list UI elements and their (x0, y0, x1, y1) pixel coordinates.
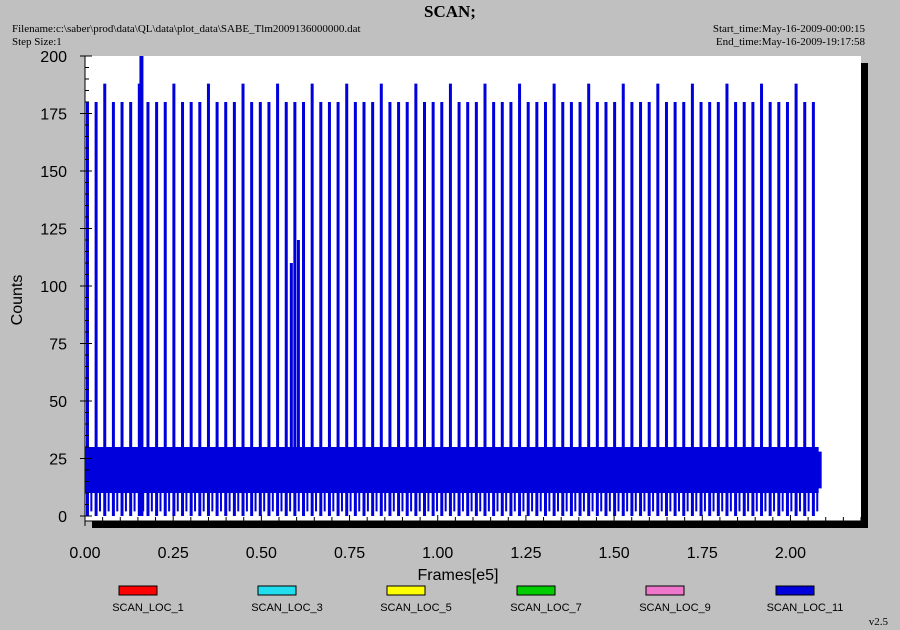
y-axis-label: Counts (9, 275, 26, 326)
legend-swatch (516, 585, 556, 596)
y-tick-label: 150 (40, 164, 67, 181)
start-time-text: Start_time:May-16-2009-00:00:15 (712, 23, 865, 35)
x-tick-label: 0.50 (246, 545, 277, 562)
x-tick-label: 1.25 (510, 545, 541, 562)
y-tick-label: 0 (58, 509, 67, 526)
step-size-text: Step Size:1 (12, 36, 62, 48)
version-label: v2.5 (868, 616, 888, 628)
legend-label: SCAN_LOC_11 (767, 602, 844, 614)
chart-title: SCAN; (424, 2, 476, 21)
end-time-text: End_time:May-16-2009-19:17:58 (715, 36, 865, 48)
x-tick-label: 0.75 (334, 545, 365, 562)
y-tick-label: 125 (40, 222, 67, 239)
series-scan-loc-11 (85, 56, 822, 516)
y-tick-label: 75 (49, 337, 67, 354)
legend-label: SCAN_LOC_1 (112, 602, 184, 614)
y-tick-label: 175 (40, 107, 67, 124)
file-info: Filename:c:\saber\prod\data\QL\data\plot… (12, 23, 361, 49)
x-tick-label: 0.00 (69, 545, 100, 562)
legend-label: SCAN_LOC_7 (510, 602, 582, 614)
x-axis-label: Frames[e5] (418, 567, 499, 584)
plot-area (85, 56, 861, 521)
time-info: Start_time:May-16-2009-00:00:15 End_time… (713, 23, 865, 49)
legend-swatch (645, 585, 685, 596)
legend-swatch (775, 585, 815, 596)
legend-swatch (386, 585, 426, 596)
x-tick-label: 2.00 (775, 545, 806, 562)
x-tick-label: 1.50 (599, 545, 630, 562)
legend-label: SCAN_LOC_3 (251, 602, 323, 614)
filename-text: Filename:c:\saber\prod\data\QL\data\plot… (12, 23, 361, 35)
x-tick-label: 1.00 (422, 545, 453, 562)
x-tick-label: 1.75 (687, 545, 718, 562)
series-band-end (816, 451, 822, 489)
y-tick-label: 25 (49, 452, 67, 469)
x-tick-label: 0.25 (158, 545, 189, 562)
legend-label: SCAN_LOC_9 (639, 602, 711, 614)
y-tick-label: 50 (49, 394, 67, 411)
legend-swatch (118, 585, 158, 596)
y-tick-label: 200 (40, 49, 67, 66)
y-tick-label: 100 (40, 279, 67, 296)
legend-label: SCAN_LOC_5 (380, 602, 452, 614)
legend-swatch (257, 585, 297, 596)
